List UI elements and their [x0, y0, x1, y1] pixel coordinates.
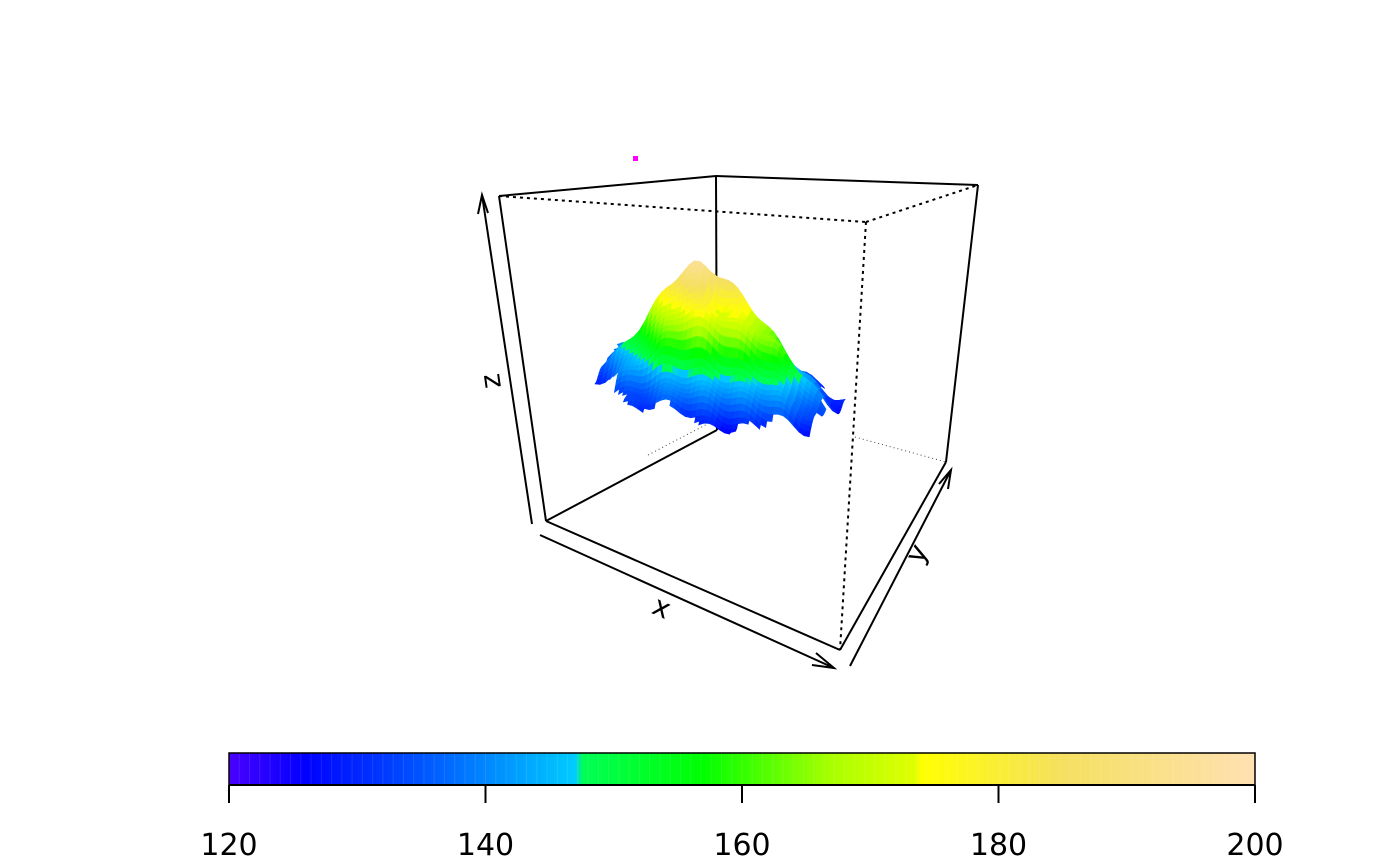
surface-facet — [648, 402, 656, 411]
colorbar-stripes — [238, 753, 1246, 785]
colorbar-tick-label: 140 — [457, 828, 514, 863]
colorbar-tick-label: 200 — [1226, 828, 1283, 863]
y-axis-arrow — [849, 469, 952, 667]
surface-facet — [830, 406, 837, 414]
colorbar-tick-label: 180 — [970, 828, 1027, 863]
colorbar-tick-label: 120 — [200, 828, 257, 863]
surface-facet — [754, 419, 761, 430]
surface-facet — [760, 418, 768, 428]
y-axis-title: y — [898, 538, 935, 568]
z-axis-title: z — [473, 372, 508, 391]
surface-facet — [816, 410, 824, 417]
surface-facet — [837, 400, 845, 404]
axis-arrows — [477, 191, 953, 670]
surface-facet — [730, 427, 738, 434]
surface-facet — [823, 397, 831, 408]
surface-facet — [803, 430, 811, 438]
surface-facet — [766, 413, 774, 422]
x-axis-title: x — [648, 589, 677, 626]
box-hidden-edges — [498, 184, 979, 651]
colorbar-fill — [229, 753, 1255, 785]
floor-grid-hint — [647, 419, 947, 463]
surface-facet — [723, 431, 732, 435]
surface-mesh — [594, 260, 846, 438]
marker-point — [633, 156, 638, 161]
colorbar: 120 140 160 180 200 — [200, 752, 1284, 863]
surface-facet — [742, 417, 750, 425]
surface-facet — [637, 405, 645, 413]
x-axis-arrow — [539, 534, 835, 669]
z-axis-arrow — [481, 194, 533, 525]
colorbar-ticks: 120 140 160 180 200 — [200, 785, 1284, 863]
colorbar-tick-label: 160 — [713, 828, 770, 863]
